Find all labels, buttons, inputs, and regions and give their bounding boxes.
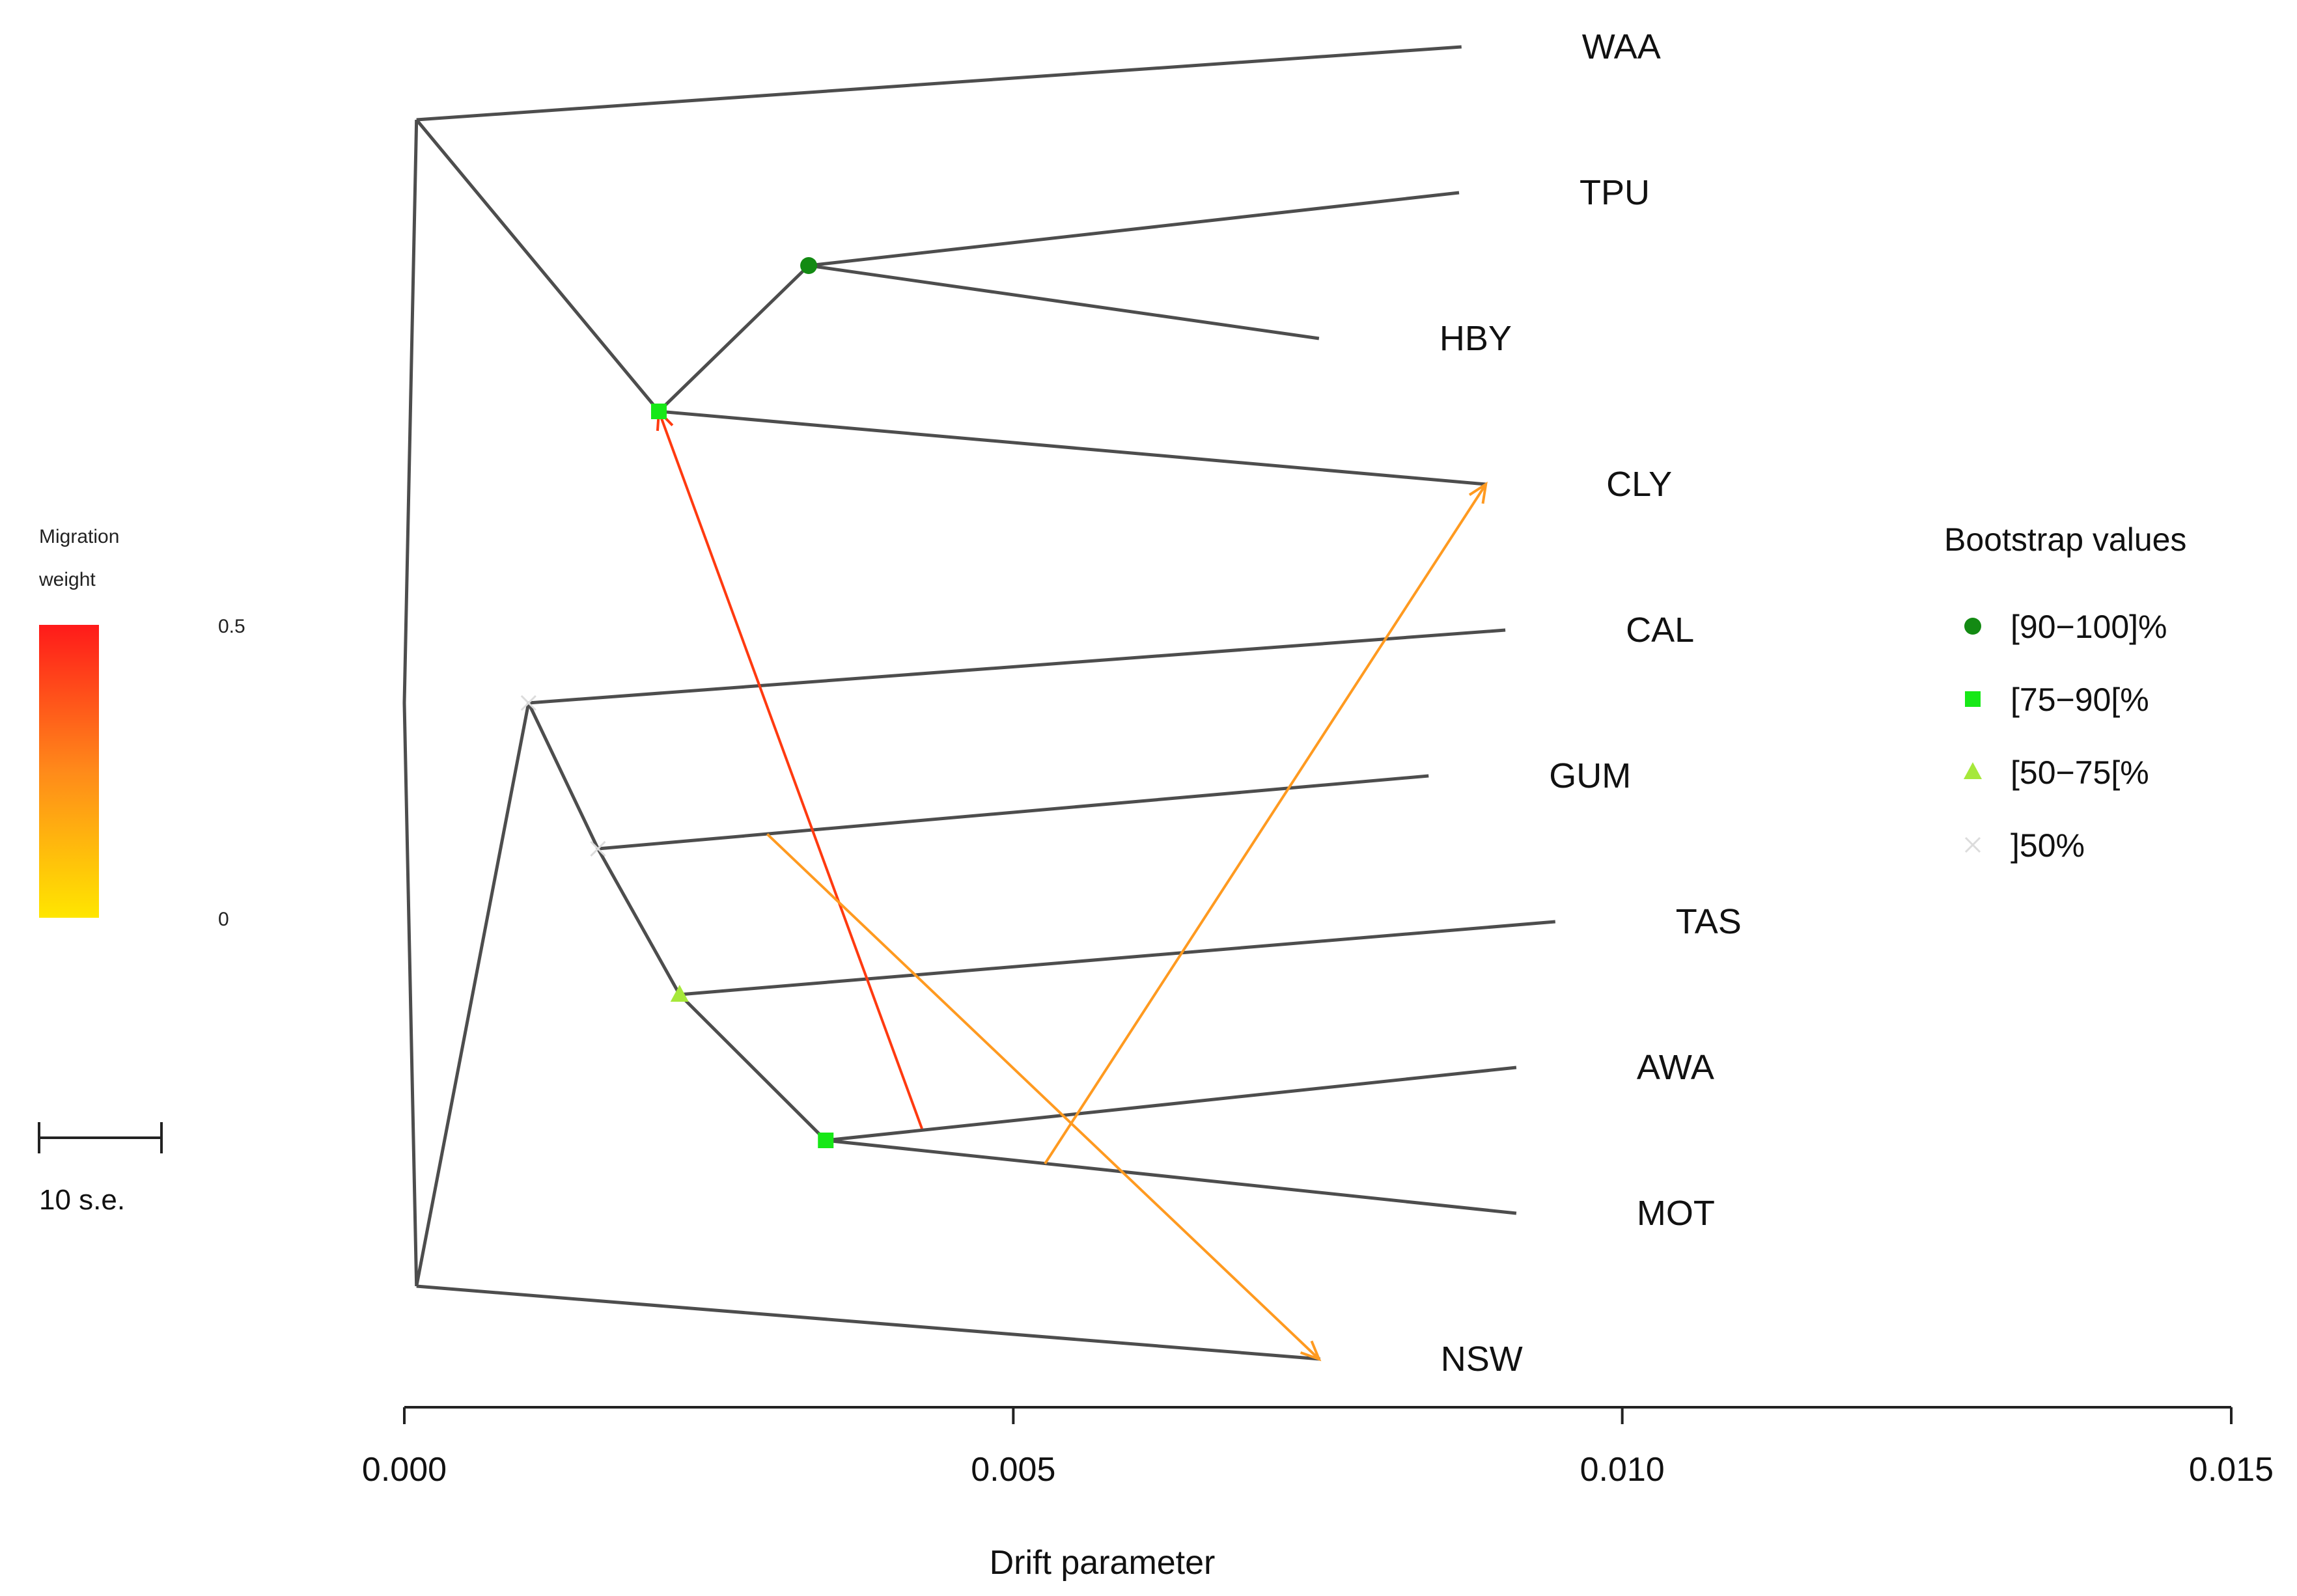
x-tick-label: 0.015 [2189, 1451, 2274, 1489]
bootstrap-marker-n_tpu_cly [650, 404, 667, 419]
tree-edge-n_tpu_cly-CLY [658, 409, 1486, 486]
x-axis: 0.000 0.005 0.010 0.015 [362, 1406, 2274, 1489]
bootstrap-legend-symbol-2 [1964, 762, 1982, 779]
population-label-tas: TAS [1676, 902, 1742, 941]
population-label-tpu: TPU [1580, 173, 1650, 212]
tree-edge-n_tpu_cly-n_tpu_hby [658, 264, 810, 413]
tree-edge-n_awa_mot-MOT [825, 1138, 1517, 1215]
population-label-cal: CAL [1626, 611, 1694, 650]
tree-edge-n_tas-TAS [679, 920, 1555, 997]
migration-arrows [656, 408, 1488, 1362]
bootstrap-markers [520, 257, 834, 1148]
bootstrap-legend-symbol-3 [1964, 836, 1981, 853]
bootstrap-legend-label-0: [90−100]% [2011, 609, 2167, 645]
tree-edge-n_upper-n_tpu_cly [415, 118, 660, 413]
population-label-gum: GUM [1549, 756, 1631, 795]
population-label-mot: MOT [1637, 1194, 1715, 1233]
tree-edge-n_tas-n_awa_mot [678, 993, 828, 1142]
tree-edge-n_cal-CAL [528, 628, 1506, 705]
bootstrap-legend-label-2: [50−75[% [2011, 754, 2149, 791]
migration-arrow-1 [766, 833, 1320, 1360]
bootstrap-legend-label-1: [75−90[% [2011, 681, 2149, 718]
population-label-nsw: NSW [1441, 1340, 1523, 1379]
migration-arrowhead-2 [1468, 481, 1488, 504]
tree-edge-n_awa_mot-AWA [825, 1066, 1517, 1142]
tree-edges [402, 45, 1555, 1361]
x-tick-label: 0.010 [1580, 1451, 1665, 1489]
population-label-hby: HBY [1440, 319, 1512, 358]
migration-arrow-0 [658, 411, 923, 1129]
tree-edge-n_upper-WAA [416, 45, 1462, 122]
bootstrap-legend: Bootstrap values [90−100]% [75−90[% [50−75… [1944, 521, 2186, 864]
migration-legend-title-line1: Migration [39, 526, 119, 547]
tree-edge-n_tpu_hby-TPU [808, 191, 1460, 268]
tree-edge-root-n_lower [402, 702, 419, 1287]
tree-edge-n_lower-n_cal [415, 702, 531, 1287]
population-label-cly: CLY [1606, 465, 1672, 504]
tree-edge-n_tpu_hby-HBY [808, 264, 1320, 340]
x-tick-label: 0.000 [362, 1451, 447, 1489]
bootstrap-marker-n_awa_mot [818, 1133, 834, 1148]
tree-edge-n_gum-n_tas [596, 847, 681, 996]
bootstrap-marker-n_gum [590, 840, 606, 857]
bootstrap-legend-symbol-0 [1964, 618, 1981, 635]
tree-edge-n_lower-NSW [416, 1284, 1320, 1361]
migration-legend-min-label: 0 [218, 909, 229, 930]
migration-color-gradient-bar [39, 625, 99, 918]
bootstrap-marker-n_cal [520, 695, 536, 711]
migration-legend-max-label: 0.5 [218, 616, 245, 637]
migration-arrowhead-1 [1300, 1340, 1322, 1362]
bootstrap-marker-n_tas [670, 985, 689, 1002]
bootstrap-legend-symbol-1 [1965, 691, 1981, 707]
population-label-waa: WAA [1582, 27, 1661, 66]
migration-weight-legend: Migration weight 0.5 0 [38, 526, 245, 930]
migration-legend-title-line2: weight [38, 569, 96, 590]
migration-arrow-2 [1044, 483, 1487, 1164]
tree-edge-n_gum-GUM [598, 774, 1429, 851]
population-labels: WAA TPU HBY CLY CAL GUM TAS AWA MOT NSW [1440, 27, 1742, 1379]
x-tick-label: 0.005 [971, 1451, 1055, 1489]
tree-edge-root-n_upper [402, 119, 419, 704]
scale-bar: 10 s.e. [38, 1122, 163, 1216]
x-axis-title: Drift parameter [990, 1544, 1216, 1582]
bootstrap-legend-title: Bootstrap values [1944, 521, 2186, 558]
scale-bar-label: 10 s.e. [39, 1184, 125, 1216]
bootstrap-marker-n_tpu_hby [800, 257, 818, 274]
bootstrap-legend-label-3: ]50% [2011, 827, 2085, 864]
population-label-awa: AWA [1637, 1048, 1714, 1087]
tree-edge-n_cal-n_gum [527, 702, 600, 850]
